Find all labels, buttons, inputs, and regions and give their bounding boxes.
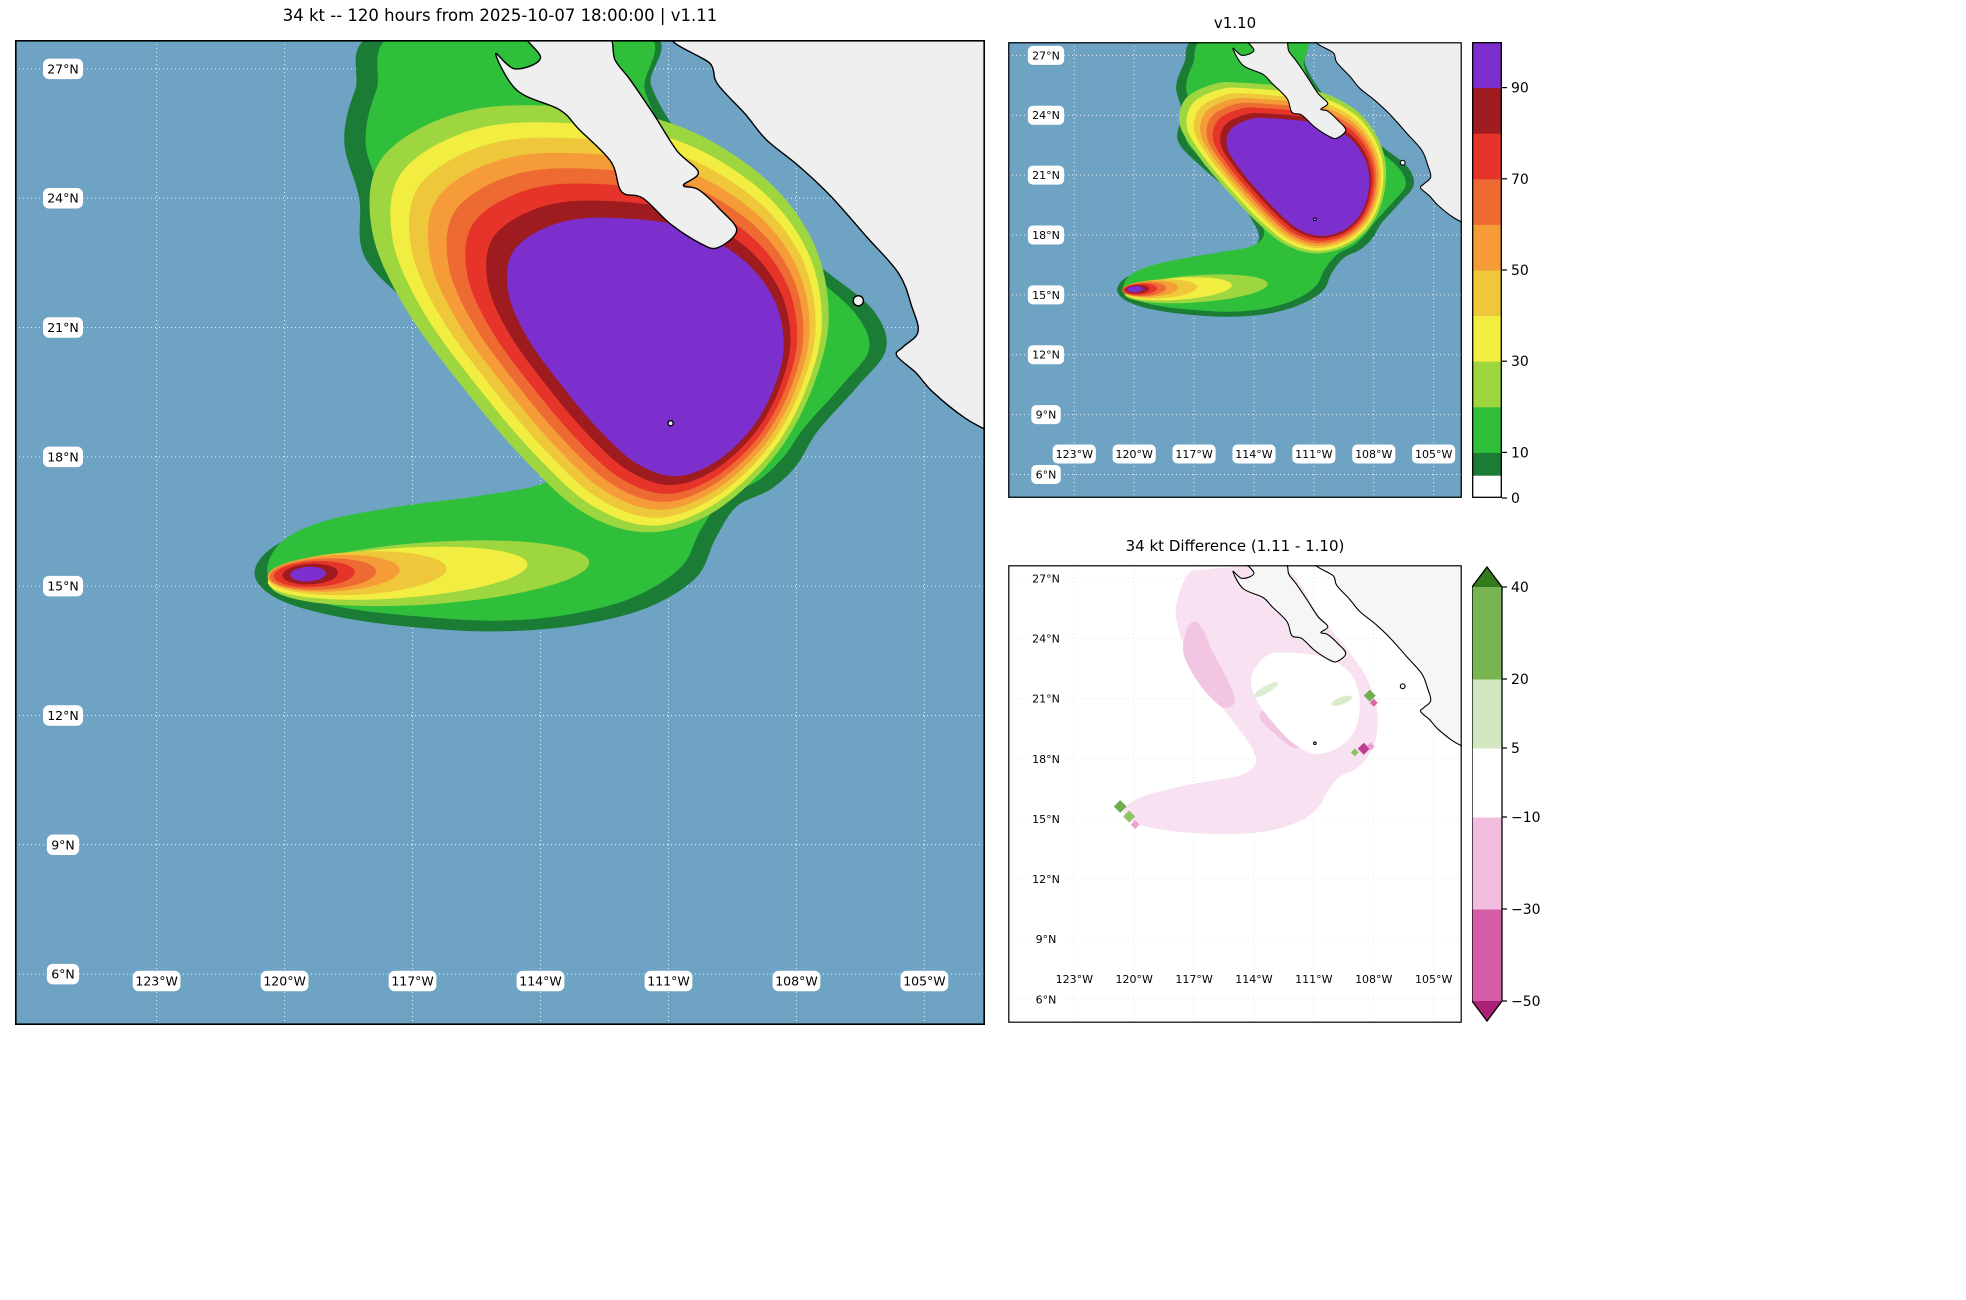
svg-text:5: 5 <box>1511 741 1520 757</box>
svg-text:20: 20 <box>1511 672 1529 688</box>
svg-text:114°W: 114°W <box>1235 973 1272 986</box>
difference-map: 27°N 24°N 21°N 18°N 15°N 12°N 9°N 6°N 123°W 120°W… <box>1008 565 1462 1023</box>
svg-text:18°N: 18°N <box>47 449 79 464</box>
svg-text:30: 30 <box>1511 354 1529 370</box>
svg-text:50: 50 <box>1511 263 1529 279</box>
svg-text:111°W: 111°W <box>1295 973 1332 986</box>
svg-text:24°N: 24°N <box>47 191 79 206</box>
svg-text:6°N: 6°N <box>51 967 75 982</box>
svg-text:105°W: 105°W <box>1415 448 1452 461</box>
svg-text:−30: −30 <box>1511 902 1541 918</box>
v110-map-title: v1.10 <box>1213 14 1257 32</box>
svg-text:12°N: 12°N <box>47 708 79 723</box>
svg-text:120°W: 120°W <box>263 974 305 989</box>
svg-text:−50: −50 <box>1511 994 1541 1010</box>
svg-text:120°W: 120°W <box>1115 448 1152 461</box>
coastline-land <box>494 40 985 431</box>
svg-text:10: 10 <box>1511 445 1529 461</box>
svg-text:123°W: 123°W <box>135 974 177 989</box>
svg-text:24°N: 24°N <box>1032 633 1060 646</box>
svg-text:123°W: 123°W <box>1056 973 1093 986</box>
svg-text:9°N: 9°N <box>1036 933 1057 946</box>
svg-text:27°N: 27°N <box>1032 49 1060 62</box>
svg-text:18°N: 18°N <box>1032 753 1060 766</box>
tick-labels: 27°N 24°N 21°N 18°N 15°N 12°N 9°N 6°N 123°W 120°W… <box>1027 568 1456 1009</box>
svg-text:6°N: 6°N <box>1036 468 1057 481</box>
svg-text:9°N: 9°N <box>1036 409 1057 422</box>
tick-labels: 27°N 24°N 21°N 18°N 15°N 12°N 9°N 6°N 123°W 120°W… <box>43 58 949 992</box>
svg-text:120°W: 120°W <box>1115 973 1152 986</box>
main-probability-map: 27°N 24°N 21°N 18°N 15°N 12°N 9°N 6°N 123°W 120°W… <box>15 40 985 1025</box>
svg-text:105°W: 105°W <box>1415 973 1452 986</box>
svg-text:21°N: 21°N <box>1032 169 1060 182</box>
svg-text:40: 40 <box>1511 580 1529 596</box>
svg-text:111°W: 111°W <box>647 974 689 989</box>
svg-text:90: 90 <box>1511 81 1529 97</box>
coastline-land <box>1232 42 1462 223</box>
svg-text:117°W: 117°W <box>1175 448 1212 461</box>
svg-text:108°W: 108°W <box>775 974 817 989</box>
coastline-land <box>1232 565 1462 747</box>
svg-text:15°N: 15°N <box>1032 289 1060 302</box>
svg-text:0: 0 <box>1511 491 1520 507</box>
svg-text:24°N: 24°N <box>1032 109 1060 122</box>
svg-text:−10: −10 <box>1511 810 1541 826</box>
svg-text:117°W: 117°W <box>391 974 433 989</box>
svg-text:114°W: 114°W <box>519 974 561 989</box>
svg-text:70: 70 <box>1511 172 1529 188</box>
svg-text:21°N: 21°N <box>47 320 79 335</box>
svg-text:21°N: 21°N <box>1032 693 1060 706</box>
svg-text:9°N: 9°N <box>51 837 75 852</box>
svg-text:123°W: 123°W <box>1056 448 1093 461</box>
diff-map-title: 34 kt Difference (1.11 - 1.10) <box>1125 537 1345 555</box>
v110-probability-map: 27°N 24°N 21°N 18°N 15°N 12°N 9°N 6°N 123°W 120°W… <box>1008 42 1462 498</box>
svg-text:111°W: 111°W <box>1295 448 1332 461</box>
svg-text:15°N: 15°N <box>1032 813 1060 826</box>
svg-text:27°N: 27°N <box>47 61 79 76</box>
probability-colorbar: 90 70 50 30 10 0 <box>1472 42 1529 507</box>
svg-text:117°W: 117°W <box>1175 973 1212 986</box>
tick-labels: 27°N 24°N 21°N 18°N 15°N 12°N 9°N 6°N 123°W 120°W… <box>1027 45 1456 484</box>
svg-text:114°W: 114°W <box>1235 448 1272 461</box>
svg-text:105°W: 105°W <box>903 974 945 989</box>
svg-text:108°W: 108°W <box>1355 973 1392 986</box>
svg-text:27°N: 27°N <box>1032 572 1060 585</box>
svg-text:18°N: 18°N <box>1032 229 1060 242</box>
main-map-title: 34 kt -- 120 hours from 2025-10-07 18:00… <box>282 6 718 25</box>
svg-text:15°N: 15°N <box>47 579 79 594</box>
difference-colorbar: 40 20 5 −10 −30 −50 <box>1472 565 1541 1023</box>
svg-text:108°W: 108°W <box>1355 448 1392 461</box>
svg-text:6°N: 6°N <box>1036 993 1057 1006</box>
svg-text:12°N: 12°N <box>1032 873 1060 886</box>
svg-text:12°N: 12°N <box>1032 349 1060 362</box>
